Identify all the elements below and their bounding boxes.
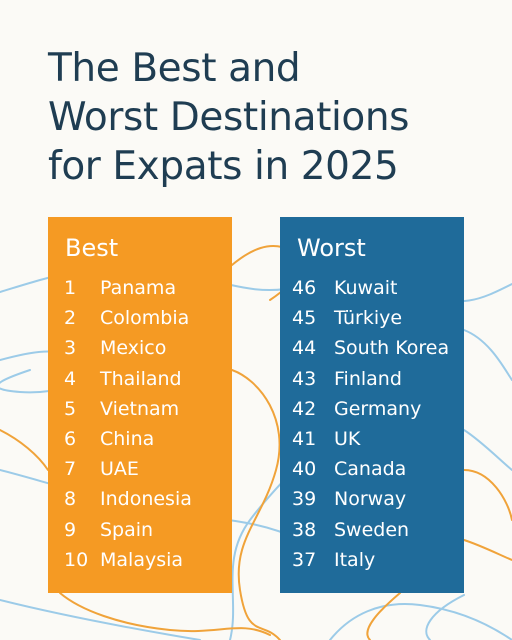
title-line-1: The Best and: [48, 46, 301, 91]
rank-number: 1: [64, 277, 77, 300]
country-name: UAE: [100, 458, 139, 481]
country-name: Sweden: [334, 518, 410, 541]
country-name: China: [100, 428, 155, 451]
worst-destinations-panel: Worst 46 Kuwait 45 Türkiye 44 South Korea 4…: [280, 217, 464, 593]
rank-number: 45: [292, 307, 317, 330]
rank-number: 6: [64, 428, 77, 451]
rank-number: 7: [64, 458, 77, 481]
rank-number: 37: [292, 548, 317, 571]
rank-number: 40: [292, 458, 317, 481]
list-item: 45 Türkiye: [280, 303, 464, 333]
list-item: 8 Indonesia: [48, 484, 232, 514]
rank-number: 4: [64, 367, 77, 390]
list-item: 4 Thailand: [48, 364, 232, 394]
best-list: 1 Panama 2 Colombia 3 Mexico 4 Thailand 5 Vie…: [48, 273, 232, 575]
country-name: Thailand: [100, 367, 182, 390]
rank-number: 43: [292, 367, 317, 390]
list-item: 10 Malaysia: [48, 545, 232, 575]
list-item: 42 Germany: [280, 394, 464, 424]
rank-number: 44: [292, 337, 317, 360]
best-destinations-panel: Best 1 Panama 2 Colombia 3 Mexico 4 Thailand…: [48, 217, 232, 593]
title-line-3: for Expats in 2025: [48, 144, 399, 189]
country-name: Mexico: [100, 337, 167, 360]
country-name: Italy: [334, 548, 376, 571]
rank-number: 8: [64, 488, 77, 511]
country-name: Finland: [334, 367, 402, 390]
country-name: Norway: [334, 488, 407, 511]
list-item: 37 Italy: [280, 545, 464, 575]
country-name: Indonesia: [100, 488, 192, 511]
country-name: Vietnam: [100, 397, 180, 420]
country-name: Spain: [100, 518, 154, 541]
worst-heading: Worst: [297, 234, 366, 262]
list-item: 6 China: [48, 424, 232, 454]
title-line-2: Worst Destinations: [48, 95, 410, 140]
list-item: 39 Norway: [280, 484, 464, 514]
list-item: 5 Vietnam: [48, 394, 232, 424]
list-item: 41 UK: [280, 424, 464, 454]
rank-number: 2: [64, 307, 77, 330]
list-item: 40 Canada: [280, 454, 464, 484]
list-item: 3 Mexico: [48, 333, 232, 363]
list-item: 43 Finland: [280, 364, 464, 394]
rank-number: 46: [292, 277, 317, 300]
page-title: The Best and Worst Destinations for Expa…: [48, 44, 488, 191]
list-item: 46 Kuwait: [280, 273, 464, 303]
country-name: Colombia: [100, 307, 190, 330]
list-item: 38 Sweden: [280, 515, 464, 545]
worst-list: 46 Kuwait 45 Türkiye 44 South Korea 43 Finla…: [280, 273, 464, 575]
rank-number: 3: [64, 337, 77, 360]
rank-number: 39: [292, 488, 317, 511]
rank-number: 38: [292, 518, 317, 541]
rank-number: 9: [64, 518, 77, 541]
list-item: 44 South Korea: [280, 333, 464, 363]
list-item: 9 Spain: [48, 515, 232, 545]
rank-number: 42: [292, 397, 317, 420]
country-name: Malaysia: [100, 548, 184, 571]
country-name: South Korea: [334, 337, 450, 360]
country-name: Canada: [334, 458, 407, 481]
rank-number: 5: [64, 397, 77, 420]
list-item: 7 UAE: [48, 454, 232, 484]
list-item: 1 Panama: [48, 273, 232, 303]
country-name: Kuwait: [334, 277, 398, 300]
rank-number: 41: [292, 428, 317, 451]
country-name: Panama: [100, 277, 177, 300]
list-item: 2 Colombia: [48, 303, 232, 333]
best-heading: Best: [65, 234, 119, 262]
country-name: Türkiye: [334, 307, 403, 330]
rank-number: 10: [64, 548, 89, 571]
country-name: UK: [334, 428, 361, 451]
country-name: Germany: [334, 397, 422, 420]
